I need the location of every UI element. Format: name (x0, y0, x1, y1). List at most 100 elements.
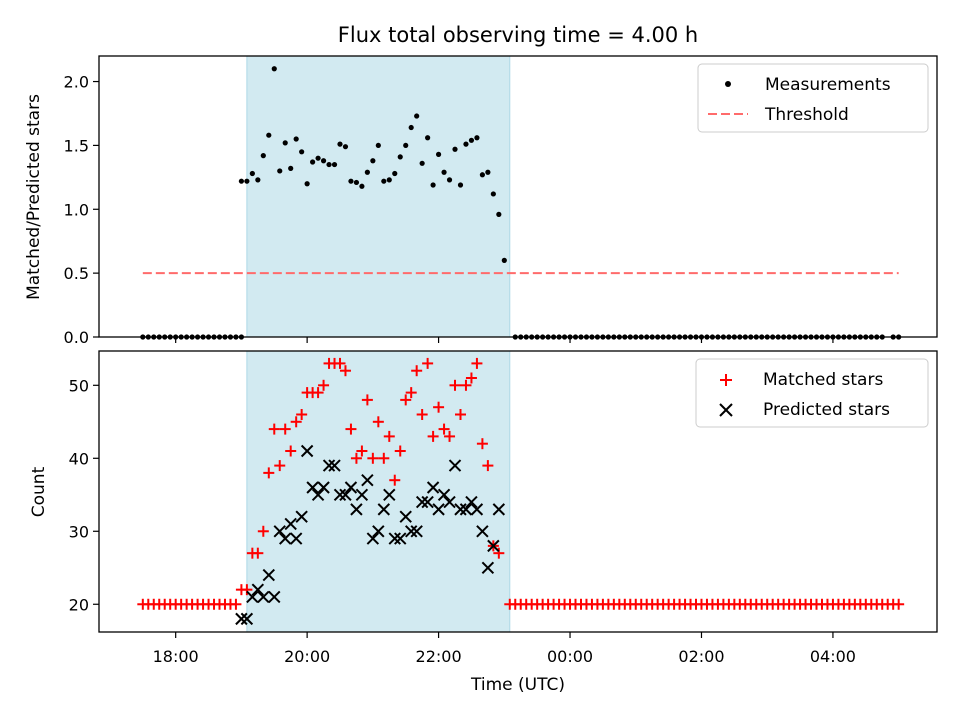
measurement-point (293, 136, 299, 142)
measurement-point (501, 257, 507, 263)
matched-point (361, 394, 373, 406)
predicted-point (394, 532, 407, 545)
measurement-point (244, 178, 250, 184)
predicted-point-b (459, 503, 473, 516)
predicted-point (300, 444, 314, 458)
predicted-point-b (279, 532, 292, 545)
legend-matched-marker (720, 374, 732, 386)
predicted-point-b (240, 612, 254, 626)
measurement-point (249, 170, 255, 177)
top-plot-frame (98, 55, 938, 338)
top-observing-window (246, 55, 511, 338)
measurement-point (430, 182, 436, 188)
predicted-point (344, 481, 358, 494)
measurement-point (490, 191, 496, 197)
matched-point (389, 474, 401, 486)
predicted-point-b (432, 503, 445, 516)
measurement-point (479, 172, 485, 178)
predicted-point-b (344, 481, 358, 494)
predicted-point-b (361, 473, 374, 487)
chart-title: Flux total observing time = 4.00 h (338, 23, 698, 47)
predicted-point-b (481, 561, 495, 574)
predicted-point (333, 488, 347, 501)
predicted-point-b (415, 495, 429, 509)
predicted-point (383, 488, 396, 501)
predicted-point (372, 525, 385, 538)
predicted-point (476, 525, 489, 538)
measurement-point (419, 160, 425, 166)
predicted-point (432, 503, 445, 516)
predicted-point-b (470, 503, 484, 516)
predicted-point-b (399, 510, 412, 523)
matched-point (274, 460, 286, 472)
matched-points (137, 357, 905, 610)
predicted-point-b (476, 525, 489, 538)
predicted-point (448, 459, 462, 472)
top-panel: 0.00.51.01.52.0 Matched/Predicted stars … (24, 55, 938, 347)
measurement-point (485, 169, 491, 175)
measurement-point (435, 151, 442, 157)
matched-point (345, 423, 357, 435)
predicted-point-b (311, 488, 325, 501)
y-tick-label: 0.5 (64, 264, 89, 283)
matched-point (350, 452, 362, 464)
x-tick-label: 04:00 (810, 647, 856, 666)
matched-point (263, 467, 275, 479)
y-tick-label: 2.0 (64, 73, 89, 92)
matched-point (383, 430, 395, 442)
bottom-legend: Matched stars Predicted stars (695, 358, 929, 428)
predicted-point-b (295, 510, 308, 523)
measurement-point (359, 183, 365, 189)
x-tick-label: 18:00 (153, 647, 199, 666)
predicted-point-b (306, 481, 319, 494)
measurement-point (474, 135, 480, 141)
bottom-y-ticks: 20 30 40 50 (69, 376, 99, 614)
matched-point (460, 379, 472, 391)
predicted-point (399, 510, 412, 523)
y-tick-label: 40 (69, 449, 89, 468)
predicted-point (377, 503, 391, 516)
predicted-point (284, 517, 297, 531)
matched-point (411, 365, 423, 377)
matched-point (230, 598, 242, 610)
top-legend: Measurements Threshold (697, 63, 929, 133)
matched-point (482, 460, 494, 472)
measurement-point (238, 178, 245, 184)
top-y-ticks: 0.0 0.5 1.0 1.5 2.0 (64, 73, 99, 347)
predicted-point-b (465, 495, 478, 509)
legend-measurements-label: Measurements (765, 75, 891, 95)
matched-point (356, 445, 368, 457)
predicted-point (317, 481, 330, 494)
matched-point (465, 372, 477, 384)
predicted-point (289, 532, 303, 545)
measurement-point (348, 178, 354, 184)
x-axis-label: Time (UTC) (470, 675, 565, 695)
predicted-point-b (410, 525, 423, 538)
y-tick-label: 30 (69, 522, 89, 541)
predicted-point-b (289, 532, 303, 545)
measurement-point (457, 182, 464, 188)
predicted-point-b (284, 517, 297, 531)
predicted-point (295, 510, 308, 523)
y-tick-label: 1.5 (64, 136, 89, 155)
predicted-point-b (300, 444, 314, 458)
predicted-point-b (322, 459, 336, 472)
x-tick-label: 22:00 (416, 647, 462, 666)
predicted-point-b (492, 503, 506, 516)
predicted-point-b (426, 481, 440, 494)
matched-point (493, 547, 505, 559)
predicted-point (437, 488, 451, 501)
predicted-point (279, 532, 292, 545)
matched-point (257, 525, 269, 537)
measurement-point (446, 177, 453, 183)
measurement-point (288, 165, 294, 171)
matched-point (394, 445, 406, 457)
measurement-point (375, 142, 381, 149)
predicted-point-b (273, 525, 286, 538)
predicted-point (421, 495, 434, 509)
top-y-axis-label: Matched/Predicted stars (24, 94, 44, 300)
measurement-point (304, 181, 310, 187)
predicted-point (410, 525, 423, 538)
matched-point (296, 408, 308, 420)
